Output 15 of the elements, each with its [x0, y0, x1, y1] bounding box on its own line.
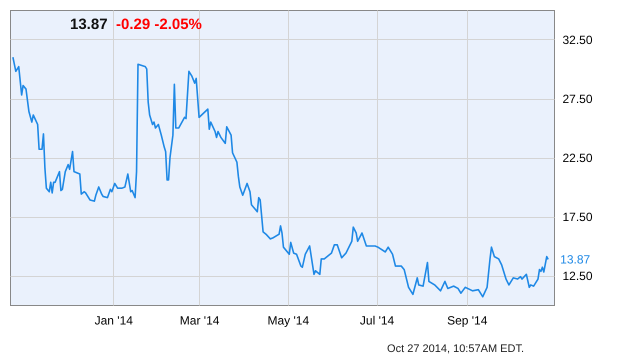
text: Oct 27 2014, 10:57AM EDT. — [387, 343, 524, 355]
y-tick-label: 12.50 — [562, 269, 593, 283]
x-tick-label: May '14 — [267, 314, 310, 328]
y-tick-label: 32.50 — [562, 33, 593, 47]
y-tick-label: 27.50 — [562, 92, 593, 106]
chart-subtitle: -0.29 -2.05% — [116, 16, 202, 33]
y-tick-label: 17.50 — [562, 210, 593, 224]
x-tick-label: Jan '14 — [94, 314, 134, 328]
line-series — [12, 56, 549, 298]
annotation: 13.87 — [560, 252, 591, 266]
chart-title: 13.87 — [70, 16, 108, 33]
x-tick-label: Sep '14 — [447, 314, 488, 328]
x-tick-label: Jul '14 — [360, 314, 395, 328]
y-tick-label: 22.50 — [562, 151, 593, 165]
x-tick-label: Mar '14 — [180, 314, 220, 328]
